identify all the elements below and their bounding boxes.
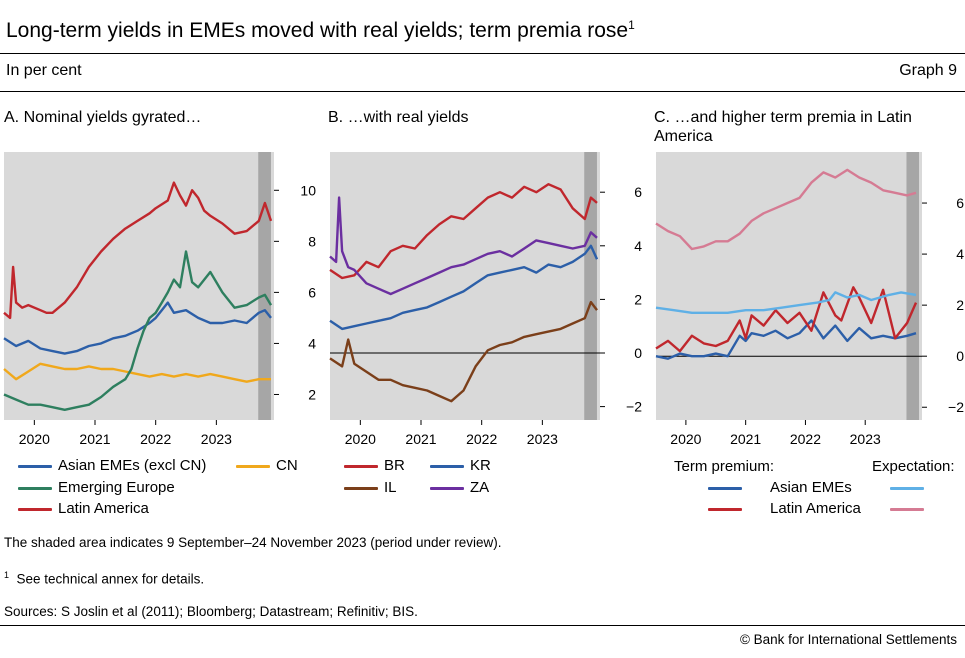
legend-c-line-latam-exp [890, 508, 924, 511]
xtick-label-a-3: 2023 [201, 431, 232, 447]
legend-a-line-europe [18, 487, 52, 490]
series-line-b-1 [329, 244, 599, 331]
legend-a-asian: Asian EMEs (excl CN) [58, 457, 207, 474]
series-line-c-1 [655, 286, 918, 353]
units-label: In per cent [6, 62, 82, 79]
legend-b-line-br [344, 465, 378, 468]
panel-a-title: A. Nominal yields gyrated… [4, 109, 202, 126]
legend-b-br: BR [384, 457, 405, 474]
series-line-a-1 [3, 362, 271, 383]
footnote-text: See technical annex for details. [16, 571, 205, 587]
graph-title: Long-term yields in EMEs moved with real… [6, 18, 635, 43]
legend-c-exp-header: Expectation: [872, 458, 955, 475]
panel-c-title: C. …and higher term premia in Latin Amer… [654, 109, 912, 145]
ytick-label-c-3: 4 [956, 246, 964, 262]
ytick-label-c-2: 2 [956, 297, 964, 313]
xtick-label-b-2: 2022 [466, 431, 497, 447]
ytick-label-b-3: 4 [634, 238, 642, 254]
legend-a-line-latam [18, 508, 52, 511]
legend-b-kr: KR [470, 457, 491, 474]
xtick-label-c-3: 2023 [850, 431, 881, 447]
legend-b-line-kr [430, 465, 464, 468]
xtick-label-a-2: 2022 [140, 431, 171, 447]
chart-a: 2 4 6 8 10 2020 2021 2022 2023 [3, 152, 316, 447]
legend-a-latam: Latin America [58, 500, 149, 517]
legend-c-latam: Latin America [770, 500, 861, 517]
ytick-label-c-0: −2 [948, 399, 964, 415]
legend-a-cn: CN [276, 457, 298, 474]
series-line-b-2 [329, 300, 598, 403]
title-footnote-marker: 1 [628, 18, 635, 32]
series-line-a-3 [3, 181, 273, 320]
xtick-label-c-0: 2020 [670, 431, 701, 447]
chart-b: −2 0 2 4 6 2020 2021 2022 2023 [329, 152, 642, 447]
legend-c-line-latam-tp [708, 508, 742, 511]
top-rule [0, 53, 965, 54]
shaded-period-b [584, 152, 597, 420]
series-line-b-3 [329, 196, 598, 296]
panel-b-title: B. …with real yields [328, 109, 469, 126]
sources-note: Sources: S Joslin et al (2011); Bloomber… [4, 604, 418, 619]
legend-c-asian: Asian EMEs [770, 479, 852, 496]
xtick-label-b-0: 2020 [345, 431, 376, 447]
ytick-label-c-1: 0 [956, 348, 964, 364]
footnote-marker: 1 [4, 570, 10, 580]
ytick-label-b-2: 2 [634, 291, 642, 307]
ytick-label-a-0: 2 [308, 386, 316, 402]
shaded-period-a [258, 152, 271, 420]
copyright: © Bank for International Settlements [739, 632, 957, 647]
plot-area-c [656, 152, 922, 420]
footnote: 1 See technical annex for details. [4, 570, 204, 587]
xtick-label-a-1: 2021 [79, 431, 110, 447]
ytick-label-c-4: 6 [956, 195, 964, 211]
legend-c-tp-header: Term premium: [674, 458, 775, 475]
ytick-label-b-1: 0 [634, 345, 642, 361]
legend-a-line-cn [236, 465, 270, 468]
graph-title-text: Long-term yields in EMEs moved with real… [6, 19, 629, 42]
ytick-label-b-0: −2 [626, 399, 642, 415]
legend-b-za: ZA [470, 479, 490, 496]
legend-b-line-il [344, 487, 378, 490]
xtick-label-b-1: 2021 [405, 431, 436, 447]
series-line-c-0 [655, 319, 917, 360]
shaded-area-note: The shaded area indicates 9 September–24… [4, 535, 502, 550]
legend-a-line-asian [18, 465, 52, 468]
chart-c: −2 0 2 4 6 2020 2021 2022 2023 [655, 152, 964, 447]
graph-number: Graph 9 [899, 62, 957, 79]
legend-b-il: IL [384, 479, 397, 496]
series-line-b-0 [329, 183, 598, 280]
ytick-label-a-3: 8 [308, 233, 316, 249]
shaded-period-c [906, 152, 920, 420]
xtick-label-a-0: 2020 [19, 431, 50, 447]
xtick-label-b-3: 2023 [527, 431, 558, 447]
ytick-label-a-1: 4 [308, 335, 316, 351]
subheader-rule [0, 91, 965, 92]
ytick-label-b-4: 6 [634, 184, 642, 200]
series-line-a-0 [3, 301, 272, 355]
xtick-label-c-2: 2022 [790, 431, 821, 447]
series-line-a-2 [3, 250, 273, 411]
series-line-c-2 [655, 291, 917, 315]
legend-a-europe: Emerging Europe [58, 479, 175, 496]
series-line-c-3 [655, 168, 917, 251]
xtick-label-c-1: 2021 [730, 431, 761, 447]
ytick-label-a-4: 10 [300, 182, 316, 198]
legend-b-line-za [430, 487, 464, 490]
legend-c-line-asian-exp [890, 487, 924, 490]
legend-c-line-asian-tp [708, 487, 742, 490]
bottom-rule [0, 625, 965, 626]
ytick-label-a-2: 6 [308, 284, 316, 300]
